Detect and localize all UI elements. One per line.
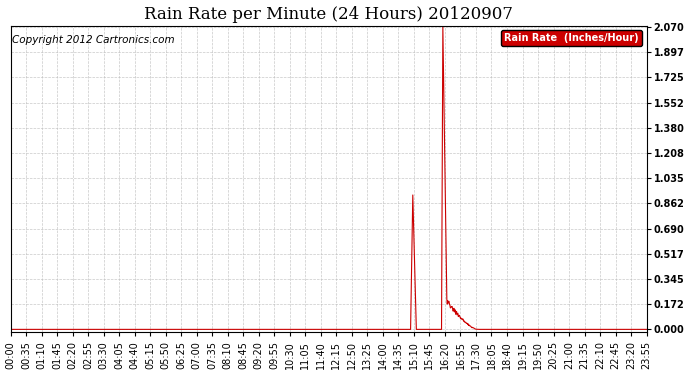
Title: Rain Rate per Minute (24 Hours) 20120907: Rain Rate per Minute (24 Hours) 20120907: [144, 6, 513, 22]
Text: Copyright 2012 Cartronics.com: Copyright 2012 Cartronics.com: [12, 35, 175, 45]
Legend: Rain Rate  (Inches/Hour): Rain Rate (Inches/Hour): [502, 30, 642, 46]
